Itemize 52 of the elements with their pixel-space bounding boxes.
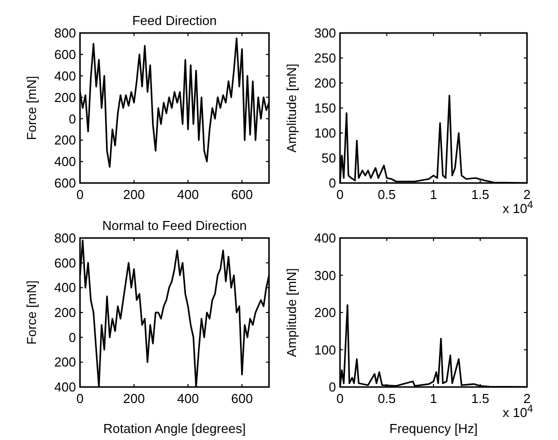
- y-tick-label: 800: [54, 230, 76, 246]
- y-tick-label: 0: [68, 111, 76, 126]
- y-tick-label: 400: [54, 154, 76, 170]
- x-axis-title: Rotation Angle [degrees]: [103, 421, 246, 436]
- x-tick-label: 400: [177, 391, 199, 406]
- chart-title: Feed Direction: [132, 13, 217, 28]
- y-tick-label: 200: [314, 76, 336, 91]
- y-tick-label: 300: [314, 268, 336, 283]
- y-tick-label: 400: [314, 230, 336, 246]
- x-tick-label: 200: [123, 187, 145, 202]
- y-tick-label: 100: [314, 342, 336, 358]
- chart-title: Normal to Feed Direction: [102, 218, 247, 233]
- x-tick-label: 1: [430, 391, 438, 406]
- y-tick-label: 250: [314, 50, 336, 66]
- x-tick-label: 400: [177, 187, 199, 202]
- y-tick-label: 400: [54, 380, 76, 395]
- line-series: [80, 240, 269, 387]
- y-tick-label: 0: [68, 330, 76, 345]
- y-tick-label: 200: [54, 90, 76, 105]
- x-tick-label: 0.5: [378, 391, 396, 406]
- y-tick-label: 600: [54, 46, 76, 62]
- y-tick-label: 100: [314, 126, 336, 141]
- y-axis-title: Amplitude [mN]: [284, 268, 299, 357]
- y-tick-label: 50: [322, 150, 336, 166]
- y-axis-title: Force [mN]: [24, 280, 39, 345]
- y-tick-label: 0: [328, 380, 336, 395]
- y-tick-label: 0: [328, 176, 336, 191]
- x-tick-label: 1.5: [471, 391, 490, 406]
- y-tick-label: 200: [314, 305, 336, 320]
- x-tick-label: 0.5: [378, 187, 396, 202]
- x-tick-label: 600: [231, 391, 253, 406]
- x-tick-label: 600: [231, 187, 253, 202]
- y-tick-label: 600: [54, 255, 76, 270]
- y-tick-label: 800: [54, 26, 76, 41]
- x-tick-label: 1: [430, 187, 438, 202]
- y-tick-label: 200: [54, 132, 76, 148]
- text: x 10$^{4}$: [502, 200, 534, 216]
- y-tick-label: 400: [54, 280, 76, 296]
- y-axis-title: Force [mN]: [24, 76, 39, 140]
- y-tick-label: 300: [314, 26, 336, 41]
- x-axis-title: Frequency [Hz]: [389, 421, 478, 436]
- y-tick-label: 200: [54, 354, 76, 370]
- y-tick-label: 400: [54, 68, 76, 84]
- y-tick-label: 150: [314, 100, 336, 116]
- x-tick-label: 2: [523, 391, 531, 406]
- y-tick-label: 200: [54, 305, 76, 320]
- x-tick-label: 1.5: [471, 187, 490, 202]
- x-tick-label: 200: [123, 391, 145, 406]
- text: x 10$^{4}$: [502, 404, 534, 420]
- x-tick-label: 2: [523, 187, 531, 202]
- y-tick-label: 600: [54, 176, 76, 191]
- y-axis-title: Amplitude [mN]: [284, 64, 299, 152]
